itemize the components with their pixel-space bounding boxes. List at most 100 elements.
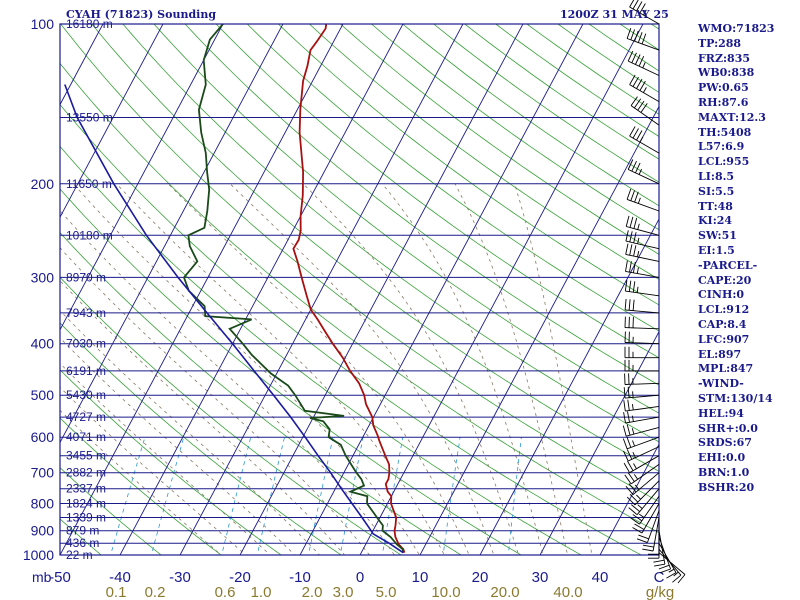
plot-frame xyxy=(59,23,660,556)
height-label: 22 m xyxy=(66,548,93,562)
wind-barb-flag xyxy=(637,504,643,509)
isotherm xyxy=(60,24,164,219)
wind-barb-flag xyxy=(627,159,634,170)
wind-barb xyxy=(627,50,660,76)
dry-adiabat xyxy=(60,417,222,555)
wind-barb-flag xyxy=(634,191,639,203)
wind-barb-staff xyxy=(628,60,660,76)
mixing-ratio-line xyxy=(110,437,146,555)
temperature-tick-label: 10 xyxy=(412,569,429,586)
temperature-tick-label: -40 xyxy=(109,569,131,586)
wind-barb-flag xyxy=(636,538,648,544)
height-label: 4727 m xyxy=(66,410,106,424)
height-label: 436 m xyxy=(66,536,99,550)
frame-layer xyxy=(59,23,660,556)
wind-barb xyxy=(627,159,660,185)
wind-barb xyxy=(648,524,660,559)
wind-barb-staff xyxy=(625,290,660,297)
wind-barb xyxy=(625,243,660,262)
mixing-ratio-line xyxy=(308,437,334,555)
wind-barb xyxy=(630,495,660,525)
wind-barb-flag xyxy=(633,232,637,243)
dry-adiabat xyxy=(60,276,402,555)
index-line: CAP:8.4 xyxy=(698,317,747,331)
moist-adiabat xyxy=(73,183,420,555)
height-label: 11650 m xyxy=(66,177,112,191)
mixing-ratio-tick-label: 40.0 xyxy=(553,584,582,600)
moist-adiabat xyxy=(60,409,222,555)
wind-barb xyxy=(624,464,660,485)
moist-adiabat xyxy=(60,247,370,555)
wind-barb-flag xyxy=(643,9,647,16)
isotherm xyxy=(419,105,659,555)
index-line: LI:8.5 xyxy=(698,169,735,183)
mixing-ratio-line xyxy=(221,437,252,555)
index-line: FRZ:835 xyxy=(698,51,751,65)
wind-barb-flag xyxy=(653,559,665,563)
wind-barb xyxy=(625,230,660,250)
wind-barb-flag xyxy=(630,517,640,525)
temperature-tick-label: 20 xyxy=(472,569,489,586)
moist-adiabat xyxy=(454,183,569,555)
temperature-tick-label: C xyxy=(654,569,665,586)
dry-adiabat xyxy=(60,467,162,555)
wind-barb-flag xyxy=(629,74,636,85)
wind-barb-staff xyxy=(630,464,660,485)
wind-barb-flag xyxy=(640,103,648,113)
wind-barb-flag xyxy=(629,244,633,256)
wind-barb xyxy=(628,488,660,516)
index-line: L57:6.9 xyxy=(698,140,745,154)
wind-barb-staff xyxy=(658,530,666,565)
wind-barb-flag xyxy=(632,76,639,87)
wind-barb-staff xyxy=(629,84,660,102)
pressure-tick-label: 200 xyxy=(31,176,55,192)
wind-barb-flag xyxy=(630,29,636,41)
mixing-ratio-line xyxy=(507,437,522,555)
wind-barb-flag xyxy=(638,513,645,518)
wind-barb-flag xyxy=(626,28,632,39)
wind-barb-flag xyxy=(630,190,636,201)
temperature-tick-label: -30 xyxy=(169,569,191,586)
grid-layer xyxy=(60,24,659,555)
wind-barb-flag xyxy=(627,460,634,471)
index-line: TH:5408 xyxy=(698,125,752,139)
index-line: STM:130/14 xyxy=(698,391,773,405)
wind-barb-flag xyxy=(626,449,633,460)
wind-barb-flag xyxy=(632,128,639,139)
wind-barb-flag xyxy=(634,54,641,65)
wind-barb-flag xyxy=(636,130,643,141)
wind-barb-staff xyxy=(625,416,660,424)
index-line: CINH:0 xyxy=(698,288,745,302)
wind-barb-staff xyxy=(652,517,660,552)
wind-barb xyxy=(629,0,660,25)
wind-barb xyxy=(624,316,660,330)
wind-barb xyxy=(636,510,660,544)
index-line: TT:48 xyxy=(698,199,733,213)
wind-barb-flag xyxy=(627,50,634,62)
wind-barb-staff xyxy=(625,240,660,250)
wind-barb-flag xyxy=(632,281,636,293)
index-line: EI:1.5 xyxy=(698,243,735,257)
isotherm xyxy=(359,24,644,555)
wind-barb-flag xyxy=(624,474,632,485)
wind-barb xyxy=(632,503,660,534)
isotherm xyxy=(60,24,284,444)
wind-barb-staff xyxy=(626,226,660,236)
wind-barb-flag xyxy=(629,126,636,137)
temperature-tick-label: -20 xyxy=(229,569,251,586)
wind-barb-staff xyxy=(625,309,660,314)
height-label: 4071 m xyxy=(66,430,106,444)
isotherm xyxy=(239,24,524,555)
wind-barb-flag xyxy=(626,436,632,448)
height-label: 6191 m xyxy=(66,364,106,378)
isotherm xyxy=(119,24,404,555)
dry-adiabat xyxy=(60,322,342,555)
wind-barb-flag xyxy=(639,3,646,14)
wind-barb xyxy=(624,373,660,385)
wind-barb-flag xyxy=(632,0,639,10)
wind-barb-flag xyxy=(626,424,631,436)
wind-barb-flag xyxy=(623,462,630,473)
height-label: 10180 m xyxy=(66,228,113,242)
wind-barb-flag xyxy=(636,78,643,89)
wind-barb xyxy=(623,399,660,412)
